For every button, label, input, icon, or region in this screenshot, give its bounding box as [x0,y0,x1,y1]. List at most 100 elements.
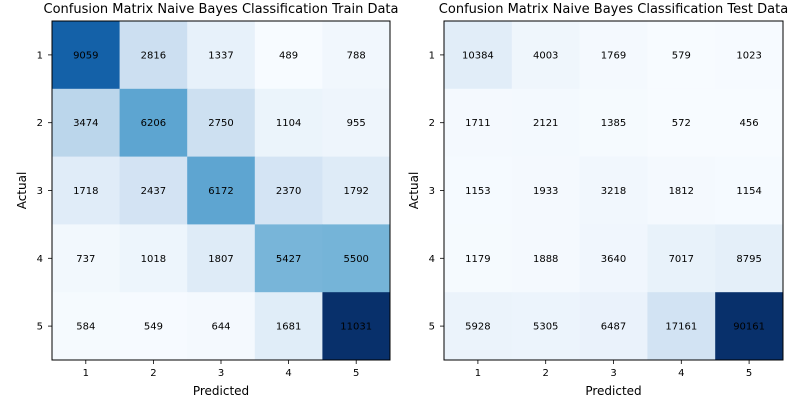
cell-value-label: 90161 [733,322,765,333]
chart-train: 9059 2816 1337 489 788 3474 6206 2750 1104 955 171… [15,2,398,398]
cell-value-label: 2121 [533,118,558,129]
chart-title: Confusion Matrix Naive Bayes Classificat… [44,2,399,17]
cell-value-label: 2370 [276,186,301,197]
x-tick-label: 2 [150,368,156,379]
x-tick-label: 2 [543,368,549,379]
heatmap-cell [715,88,784,158]
cell-value-label: 3640 [601,254,626,265]
heatmap-cell [187,156,256,225]
heatmap-cell [119,156,188,225]
heatmap-cell [254,156,323,225]
heatmap-cell [647,156,716,225]
heatmap-cell [322,88,391,158]
cell-value-label: 2750 [208,118,233,129]
y-tick-label: 3 [429,186,435,197]
heatmap-cell [52,21,121,90]
cell-value-label: 737 [76,254,95,265]
heatmap-cell [715,224,784,293]
cell-value-label: 4003 [533,50,558,61]
cell-value-label: 549 [144,322,163,333]
x-axis-label: Predicted [585,384,641,398]
cell-value-label: 5500 [343,254,368,265]
cell-value-label: 7017 [669,254,694,265]
heatmap-cell [579,156,648,225]
heatmap-cell [647,88,716,158]
heatmap-cell [187,292,256,361]
cell-value-label: 1104 [276,118,301,129]
cell-value-label: 9059 [73,50,98,61]
cell-value-label: 10384 [462,50,494,61]
heatmap-cell [187,88,256,158]
heatmap-cell [444,224,513,293]
heatmap-cell [715,21,784,90]
heatmap-cell [444,21,513,90]
cell-value-label: 584 [76,322,95,333]
x-tick-label: 3 [218,368,224,379]
cell-value-label: 579 [672,50,691,61]
y-tick-label: 1 [37,50,43,61]
heatmap-cell [119,224,188,293]
cell-value-label: 1769 [601,50,626,61]
y-tick-label: 2 [429,118,435,129]
cell-value-label: 5928 [465,322,490,333]
heatmap-cell [647,21,716,90]
cell-value-label: 11031 [340,322,372,333]
x-tick-label: 1 [475,368,481,379]
cell-value-label: 1018 [141,254,166,265]
x-tick-label: 5 [353,368,359,379]
heatmap-cell [187,21,256,90]
heatmap-cell [52,224,121,293]
heatmap-cell [119,88,188,158]
heatmap-cell [579,224,648,293]
cell-value-label: 6206 [141,118,166,129]
heatmap-cell [715,292,784,361]
y-tick-label: 5 [37,322,43,333]
heatmap-cell [511,224,581,293]
cell-value-label: 489 [279,50,298,61]
cell-value-label: 1812 [669,186,694,197]
heatmap-cell [511,156,581,225]
y-tick-label: 2 [37,118,43,129]
cell-value-label: 1888 [533,254,558,265]
heatmap-cell [254,292,323,361]
cell-value-label: 5427 [276,254,301,265]
cell-value-label: 788 [347,50,366,61]
x-tick-label: 4 [678,368,684,379]
y-axis-label: Actual [407,172,421,210]
y-tick-label: 1 [429,50,435,61]
heatmap-cell [322,156,391,225]
heatmap-cell [444,156,513,225]
heatmap-cell [511,21,581,90]
cell-value-label: 572 [672,118,691,129]
cell-value-label: 6487 [601,322,626,333]
cell-value-label: 17161 [665,322,697,333]
heatmap-cell [119,21,188,90]
cell-value-label: 5305 [533,322,558,333]
heatmap-cell [444,88,513,158]
heatmap-cell [187,224,256,293]
cell-value-label: 644 [211,322,230,333]
heatmap-cell [444,292,513,361]
heatmap-cell [647,224,716,293]
heatmap-cell [119,292,188,361]
cell-value-label: 8795 [736,254,761,265]
cell-value-label: 1792 [343,186,368,197]
heatmap-cell [254,88,323,158]
y-tick-label: 4 [429,254,435,265]
chart-title: Confusion Matrix Naive Bayes Classificat… [439,2,788,17]
cell-value-label: 6172 [208,186,233,197]
x-tick-label: 5 [746,368,752,379]
x-axis-label: Predicted [193,384,249,398]
y-tick-label: 3 [37,186,43,197]
cell-value-label: 1385 [601,118,626,129]
heatmap-cell [52,88,121,158]
heatmap-cell [511,88,581,158]
x-tick-label: 4 [285,368,291,379]
heatmap-cell [715,156,784,225]
cell-value-label: 3218 [601,186,626,197]
cell-value-label: 1153 [465,186,490,197]
cell-value-label: 1807 [208,254,233,265]
heatmap-cell [322,292,391,361]
